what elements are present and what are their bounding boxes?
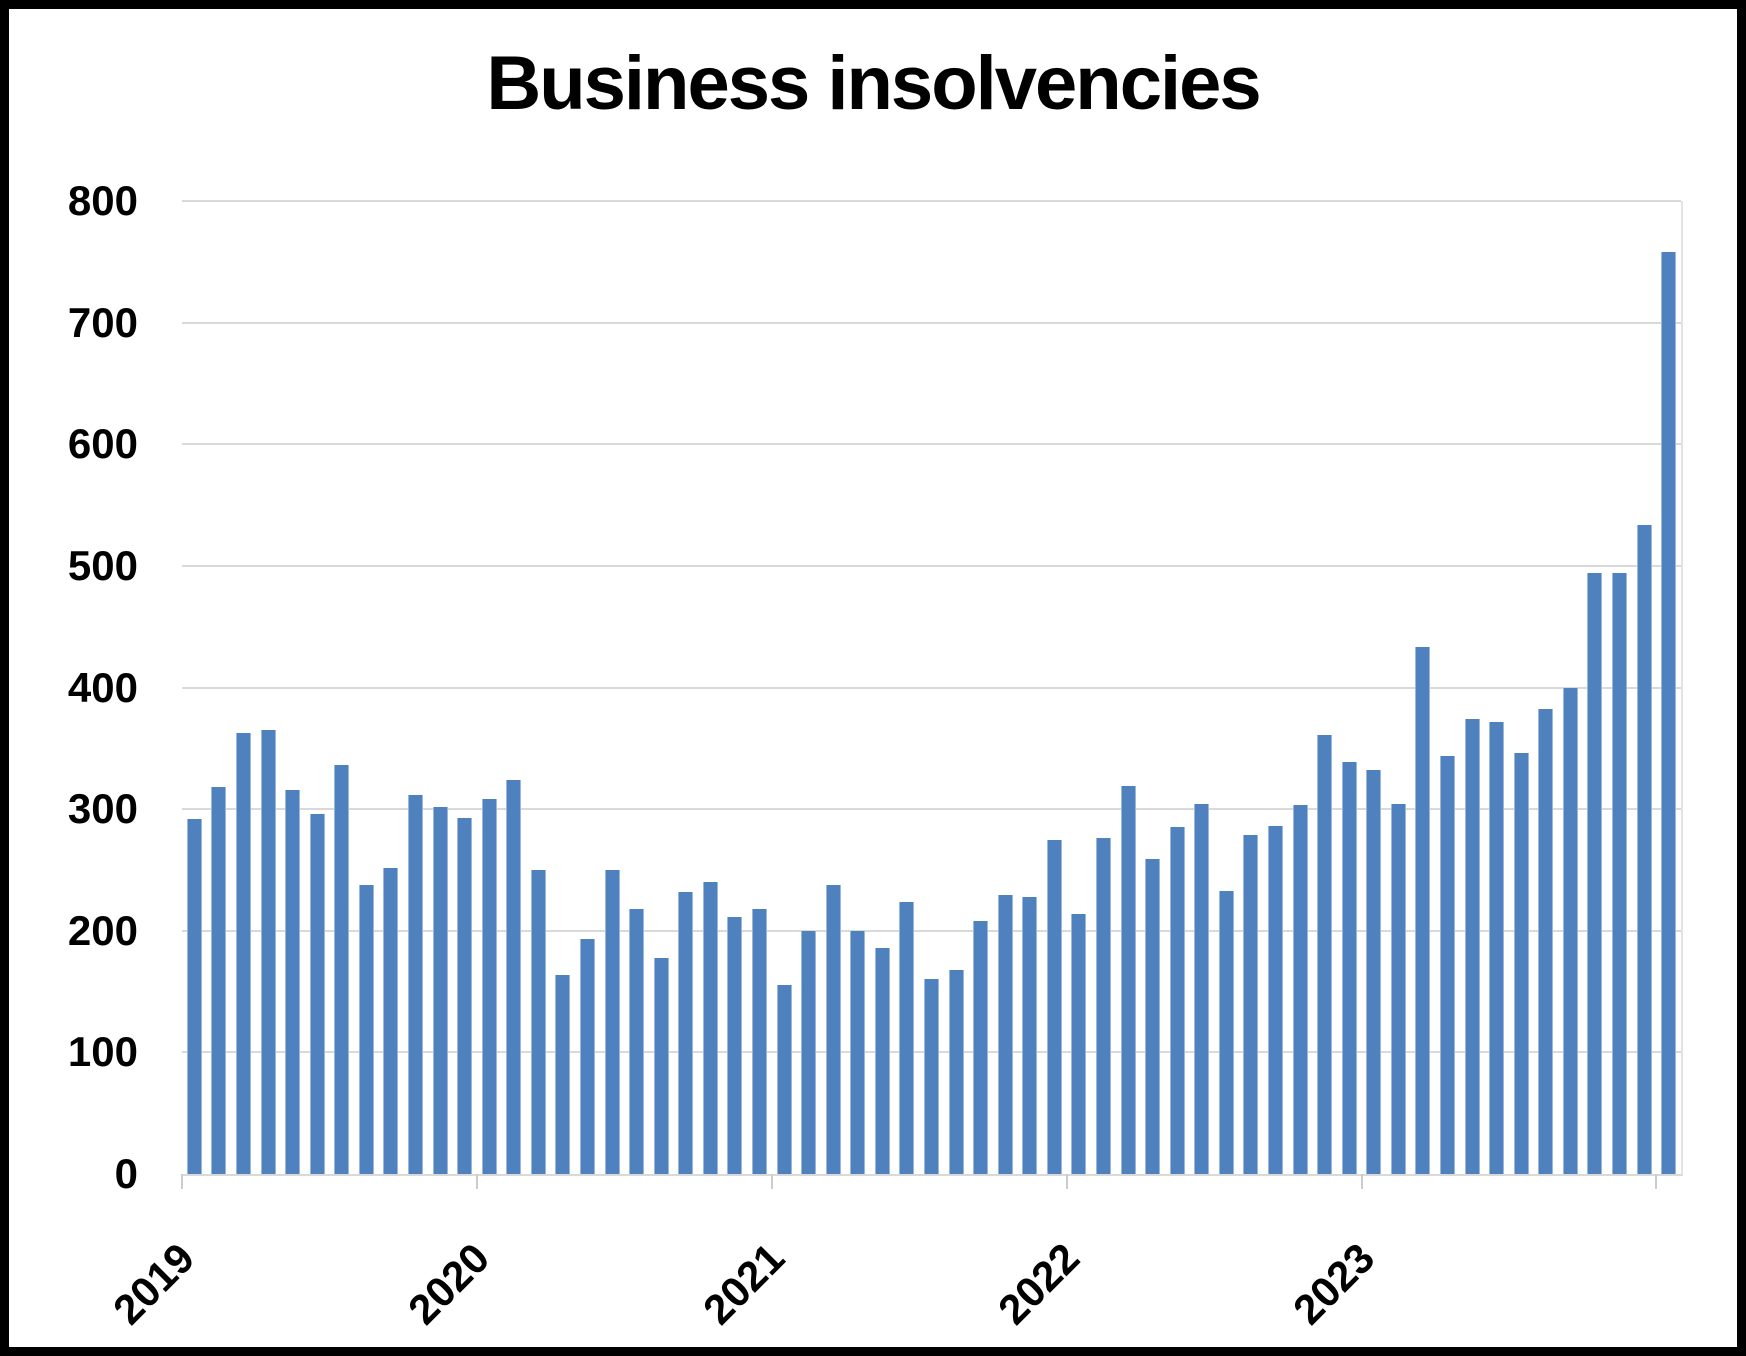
x-axis-tick-2022	[1065, 1174, 1068, 1189]
gridline-800	[182, 200, 1681, 202]
bar-2022-nov	[1317, 734, 1333, 1174]
bar-2020-nov	[727, 917, 743, 1174]
bar-2023-jun	[1489, 721, 1505, 1174]
bar-2019-jan	[186, 818, 202, 1174]
x-axis-tick-2024	[1655, 1174, 1658, 1189]
bar-2019-sep	[383, 867, 399, 1174]
bar-2022-may	[1169, 827, 1185, 1174]
bar-2022-jul	[1218, 890, 1234, 1174]
bar-2024-jan	[1661, 252, 1677, 1174]
bar-2022-feb	[1096, 838, 1112, 1174]
bar-2022-jun	[1194, 804, 1210, 1174]
bar-2023-nov	[1612, 573, 1628, 1174]
plot-area	[181, 200, 1683, 1189]
y-axis-tick-label-200: 200	[67, 906, 138, 954]
bar-2019-may	[285, 789, 301, 1174]
bar-2021-jul	[924, 979, 939, 1174]
bar-2020-apr	[555, 974, 571, 1174]
bar-2020-aug	[653, 957, 669, 1174]
y-axis-tick-label-700: 700	[67, 298, 138, 346]
bar-2019-aug	[358, 884, 374, 1174]
bar-2021-apr	[850, 930, 866, 1174]
x-axis-year-label-2021: 2021	[693, 1233, 794, 1334]
bar-2019-nov	[432, 806, 448, 1174]
bar-2020-jan	[481, 799, 497, 1174]
bar-2021-dec	[1046, 839, 1062, 1174]
y-axis-tick-label-500: 500	[67, 541, 138, 589]
bar-2019-feb	[211, 787, 227, 1174]
gridline-500	[182, 564, 1681, 567]
bar-2023-feb	[1390, 804, 1406, 1174]
bar-2021-feb	[801, 930, 817, 1174]
bar-2022-apr	[1145, 859, 1161, 1174]
chart-title: Business insolvencies	[486, 41, 1261, 126]
bar-2023-oct	[1587, 573, 1603, 1174]
x-axis-year-label-2022: 2022	[988, 1233, 1088, 1334]
bar-2022-mar	[1120, 786, 1136, 1174]
bar-2023-aug	[1538, 709, 1554, 1174]
bar-2021-jan	[776, 985, 792, 1174]
bar-2020-oct	[702, 882, 718, 1174]
x-axis-year-label-2019: 2019	[103, 1233, 204, 1334]
y-axis-tick-label-400: 400	[67, 663, 138, 711]
x-axis-tick-2021	[770, 1174, 773, 1189]
gridline-700	[182, 321, 1681, 324]
bar-2021-sep	[973, 921, 989, 1174]
x-axis-tick-2019	[181, 1174, 183, 1189]
bar-2019-jun	[309, 814, 325, 1174]
bar-2023-dec	[1636, 524, 1652, 1174]
y-axis-tick-label-800: 800	[67, 177, 138, 224]
bar-2023-sep	[1562, 687, 1578, 1174]
bar-2019-mar	[235, 732, 251, 1174]
bar-2020-jun	[604, 869, 620, 1174]
bar-2023-may	[1464, 719, 1480, 1174]
bar-2021-jun	[899, 901, 915, 1174]
bar-2021-aug	[948, 969, 964, 1174]
bar-2021-nov	[1022, 896, 1038, 1174]
bar-2023-apr	[1440, 755, 1456, 1174]
bar-2020-feb	[506, 779, 522, 1174]
x-axis-year-label-2023: 2023	[1283, 1233, 1383, 1334]
bar-2023-jul	[1513, 753, 1529, 1174]
bar-2023-jan	[1366, 770, 1382, 1174]
y-axis-tick-label-0: 0	[114, 1150, 138, 1197]
y-axis-tick-label-100: 100	[67, 1028, 138, 1076]
x-axis-year-label-2020: 2020	[398, 1233, 499, 1334]
bar-2022-dec	[1341, 761, 1357, 1174]
bar-2021-mar	[825, 884, 841, 1174]
x-axis-tick-2023	[1360, 1174, 1363, 1189]
bar-2019-jul	[334, 765, 350, 1174]
bar-2020-mar	[530, 869, 546, 1174]
x-axis-tick-2020	[475, 1174, 478, 1189]
bar-2020-sep	[678, 891, 694, 1174]
y-axis-tick-label-600: 600	[67, 420, 138, 468]
bar-2021-oct	[997, 895, 1013, 1174]
gridline-400	[182, 686, 1681, 689]
bar-2019-apr	[260, 730, 276, 1174]
bar-2022-oct	[1292, 805, 1308, 1174]
bar-2020-dec	[751, 908, 767, 1174]
gridline-600	[182, 443, 1681, 446]
bar-2023-mar	[1415, 647, 1431, 1174]
bar-2020-jul	[629, 908, 645, 1174]
bar-2019-dec	[457, 817, 473, 1174]
gridline-200	[182, 929, 1681, 932]
bar-2019-oct	[407, 794, 423, 1174]
bar-2022-sep	[1268, 826, 1284, 1174]
bar-2020-may	[579, 939, 595, 1174]
bar-2021-may	[874, 947, 890, 1174]
y-axis-tick-label-300: 300	[67, 785, 138, 833]
gridline-300	[182, 808, 1681, 811]
bar-2022-jan	[1071, 913, 1087, 1174]
bar-2022-aug	[1243, 834, 1259, 1174]
